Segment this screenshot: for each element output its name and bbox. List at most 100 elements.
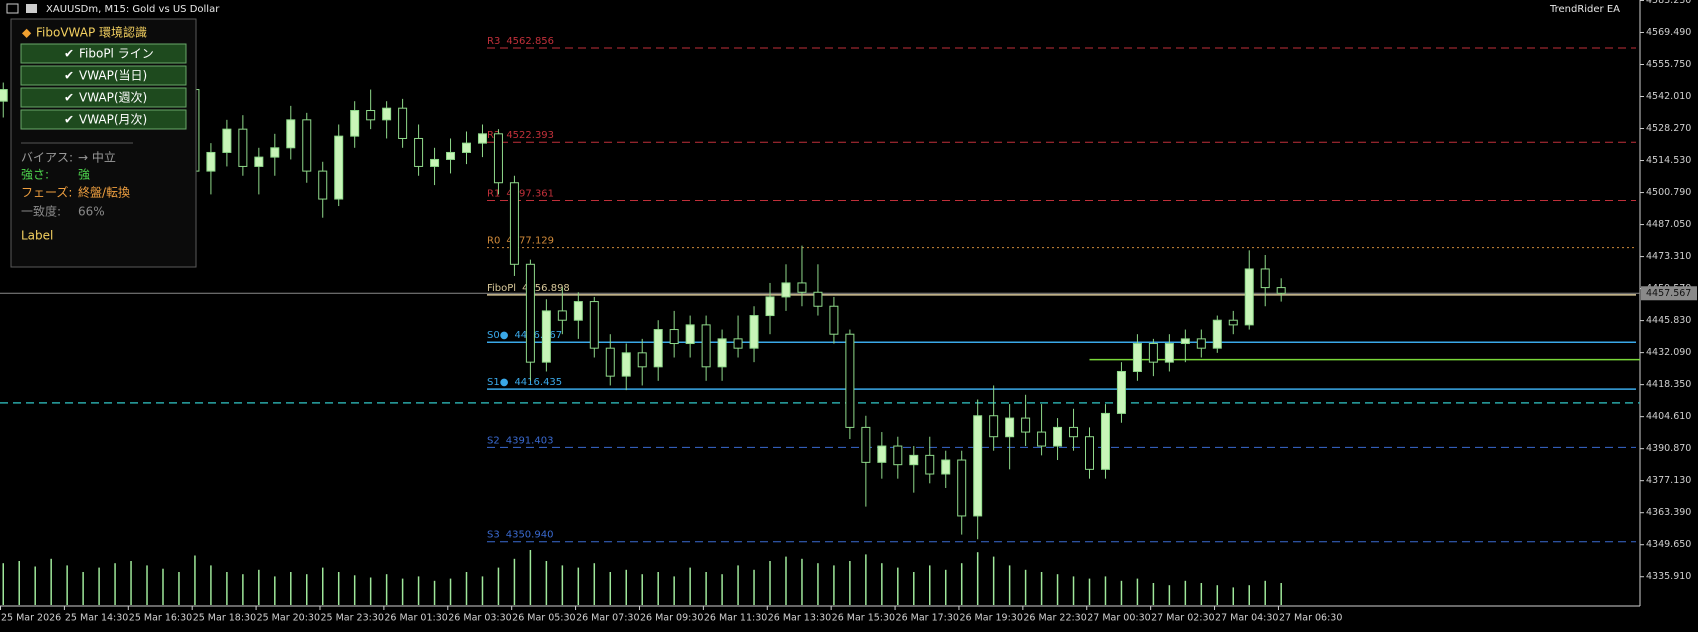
y-tick-label: 4349.650 [1646, 539, 1691, 550]
row-value: → 中立 [78, 150, 116, 165]
candle-body [446, 151, 456, 160]
candle-body [493, 133, 503, 184]
y-tick-label: 4432.090 [1646, 347, 1691, 358]
level-name: R3 [487, 36, 500, 47]
candle-body [430, 158, 440, 167]
check-mark: ✔ [64, 113, 74, 127]
row-label: 強さ: [21, 168, 49, 182]
button-label: VWAP(月次) [79, 113, 147, 127]
candle-body [398, 107, 408, 139]
candle-body [1084, 436, 1094, 470]
candle-body [573, 301, 583, 321]
x-tick-label: 25 Mar 23:30 [320, 613, 383, 624]
panel-footer: Label [21, 229, 53, 243]
check-mark: ✔ [64, 69, 74, 83]
candle-body [1276, 287, 1286, 294]
x-tick-label: 26 Mar 05:30 [512, 613, 575, 624]
x-tick-label: 25 Mar 16:30 [129, 613, 192, 624]
y-tick-label: 4363.390 [1646, 507, 1691, 518]
ea-label: TrendRider EA [1549, 4, 1620, 15]
candle-body [813, 291, 823, 307]
candle-body [525, 263, 535, 363]
x-tick-label: 26 Mar 19:30 [959, 613, 1022, 624]
toggle-button[interactable] [20, 87, 187, 108]
row-label: 一致度: [21, 204, 61, 219]
level-value: 4416.435 [514, 377, 562, 388]
candle-body [749, 315, 759, 349]
row-value: 66% [78, 205, 105, 219]
toggle-button[interactable] [20, 109, 187, 130]
y-tick-label: 4418.350 [1646, 379, 1691, 390]
level-value: 4456.898 [522, 283, 570, 294]
candle-body [589, 301, 599, 349]
candle-body [1196, 338, 1206, 349]
candle-body [829, 305, 839, 335]
y-tick-label: 4569.490 [1646, 27, 1691, 38]
candle-body [350, 110, 360, 137]
level-name: S2 [487, 435, 500, 446]
candle-body [909, 454, 919, 466]
x-tick-label: 26 Mar 07:30 [576, 613, 639, 624]
panel-diamond: ◆ [22, 26, 32, 40]
candle-body [653, 329, 663, 368]
level-name: S1● [487, 377, 509, 388]
candle-body [861, 426, 871, 463]
candle-body [1244, 268, 1254, 326]
candle-body [206, 151, 216, 172]
toggle-button[interactable] [20, 65, 187, 86]
x-tick-label: 26 Mar 17:30 [896, 613, 959, 624]
y-tick-label: 4542.010 [1646, 91, 1691, 102]
candle-body [1021, 417, 1031, 433]
candle-body [1116, 370, 1126, 414]
candle-body [1228, 319, 1238, 326]
x-tick-label: 25 Mar 14:30 [65, 613, 128, 624]
x-tick-label: 27 Mar 04:30 [1215, 613, 1278, 624]
candle-body [222, 128, 232, 153]
toggle-button[interactable] [20, 43, 187, 64]
candle-body [1212, 319, 1222, 349]
candle-body [462, 142, 472, 153]
y-tick-label: 4514.530 [1646, 155, 1691, 166]
level-value: 4391.403 [506, 435, 554, 446]
candle-body [1148, 343, 1158, 363]
row-value: 終盤/転換 [78, 185, 130, 200]
candle-body [845, 333, 855, 428]
y-tick-label: 4377.130 [1646, 475, 1691, 486]
candle-body [1053, 426, 1063, 447]
row-label: フェーズ: [21, 185, 72, 200]
level-value: 4477.129 [506, 236, 554, 247]
candle-body [893, 445, 903, 466]
candle-body [1005, 417, 1015, 438]
x-tick-label: 26 Mar 22:30 [1023, 613, 1086, 624]
candle-body [989, 415, 999, 438]
candle-body [302, 119, 312, 172]
level-value: 4350.940 [506, 530, 554, 541]
candle-body [541, 310, 551, 363]
level-name: S3 [487, 530, 500, 541]
x-tick-label: 27 Mar 06:30 [1279, 613, 1342, 624]
x-tick-label: 26 Mar 13:30 [768, 613, 831, 624]
y-tick-label: 4487.050 [1646, 219, 1691, 230]
candle-body [1260, 268, 1270, 289]
row-value: 強 [78, 168, 90, 182]
y-tick-label: 4555.750 [1646, 59, 1691, 70]
candle-body [1164, 343, 1174, 363]
button-label: VWAP(週次) [79, 91, 147, 105]
level-value: 4497.361 [506, 189, 554, 200]
current-price-label: 4457.567 [1646, 288, 1691, 299]
candle-body [781, 282, 791, 298]
candle-body [0, 89, 8, 102]
candle-body [270, 147, 280, 158]
candle-body [477, 133, 487, 144]
candle-body [238, 128, 248, 167]
candle-body [957, 459, 967, 517]
symbol-label: XAUUSDm, M15: Gold vs US Dollar [46, 4, 220, 15]
level-value: 4522.393 [506, 130, 554, 141]
y-tick-label: 4583.230 [1646, 0, 1691, 6]
level-value: 4562.856 [506, 36, 554, 47]
current-price-box [1641, 286, 1697, 301]
level-name: S0● [487, 330, 509, 341]
y-tick-label: 4445.830 [1646, 315, 1691, 326]
button-label: FiboPl ライン [79, 47, 154, 61]
